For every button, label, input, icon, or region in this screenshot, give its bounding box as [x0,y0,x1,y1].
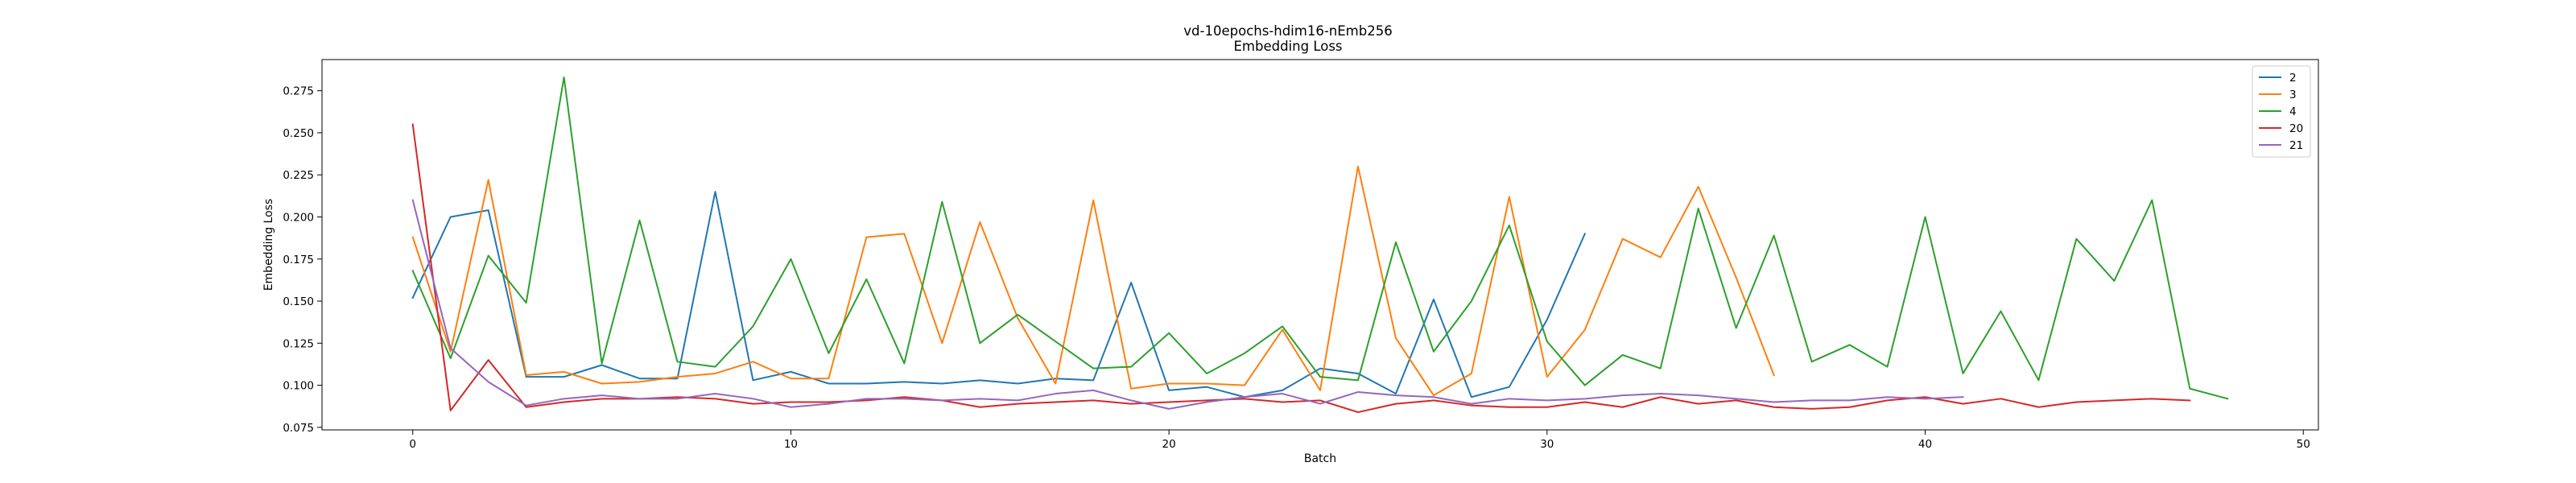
x-axis-ticks: 0 10 20 30 40 50 [409,430,2310,451]
y-tick-label: 0.075 [283,422,314,435]
plot-area-frame [321,59,2319,431]
y-axis-label: Embedding Loss [262,199,275,291]
x-tick-label: 40 [1918,438,1932,451]
series-line-3 [411,165,1775,397]
y-tick-label: 0.100 [283,380,314,393]
legend-label-21: 21 [2289,139,2303,152]
series-layer [411,76,2229,414]
x-tick-label: 0 [409,438,416,451]
legend-label-20: 20 [2289,122,2303,135]
x-tick-label: 20 [1162,438,1176,451]
y-tick-label: 0.175 [283,254,314,266]
chart-title: vd-10epochs-hdim16-nEmb256 [1183,23,1392,39]
y-axis-ticks: 0.075 0.100 0.125 0.150 0.175 0.200 0.225 0.250… [283,85,322,435]
legend-label-3: 3 [2289,89,2297,101]
legend-label-4: 4 [2289,105,2297,118]
legend: 2 3 4 20 21 [2252,65,2311,158]
y-tick-label: 0.125 [283,337,314,350]
x-tick-label: 30 [1540,438,1554,451]
series-line-21 [411,199,1964,410]
x-tick-label: 50 [2297,438,2310,451]
x-tick-label: 10 [784,438,798,451]
y-tick-label: 0.250 [283,127,314,140]
y-tick-label: 0.200 [283,212,314,225]
legend-label-2: 2 [2289,72,2297,85]
y-tick-label: 0.225 [283,169,314,182]
series-line-4 [411,76,2229,400]
series-line-20 [411,123,2191,414]
x-axis-label: Batch [1304,452,1336,465]
y-tick-label: 0.150 [283,295,314,308]
chart-subtitle: Embedding Loss [1233,39,1342,54]
y-tick-label: 0.275 [283,85,314,98]
series-line-2 [411,191,1587,398]
